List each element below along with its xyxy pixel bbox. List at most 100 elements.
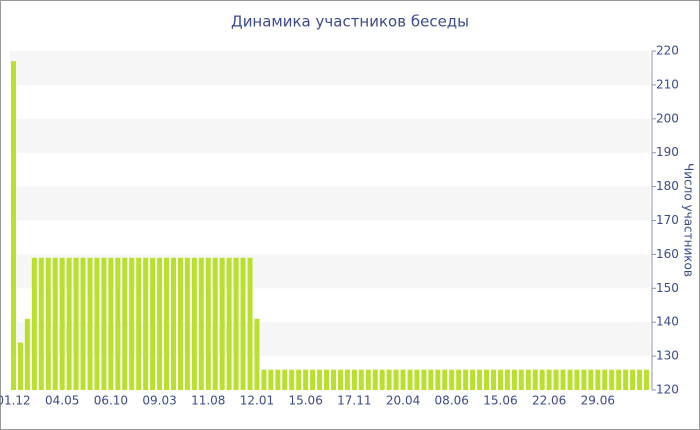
bar [247,257,253,390]
bar [470,369,476,390]
bar [344,369,350,390]
bar [511,369,517,390]
bar [490,369,496,390]
bar [289,369,295,390]
bar [497,369,503,390]
y-tick-label: 150 [656,281,679,295]
bar [435,369,441,390]
bar [428,369,434,390]
bar [87,257,93,390]
bar [609,369,615,390]
bar [574,369,580,390]
bar [136,257,142,390]
bar [45,257,51,390]
bar [254,318,260,390]
bar [52,257,58,390]
bar [546,369,552,390]
bar [31,257,37,390]
bar [421,369,427,390]
y-tick-label: 140 [656,315,679,329]
bar [233,257,239,390]
y-axis-label: Число участников [682,163,696,277]
bar [477,369,483,390]
bar [115,257,121,390]
bar [226,257,232,390]
bar [73,257,79,390]
y-tick-label: 180 [656,179,679,193]
bar [184,257,190,390]
bar [94,257,100,390]
bar [456,369,462,390]
bar [219,257,225,390]
bar [268,369,274,390]
bar [101,257,107,390]
x-tick-label: 22.06 [532,394,566,408]
bar [588,369,594,390]
bar [379,369,385,390]
bar [240,257,246,390]
bar [143,257,149,390]
bar [602,369,608,390]
bar [386,369,392,390]
bar [567,369,573,390]
x-tick-label: 01.12 [0,394,31,408]
bar [581,369,587,390]
bar [553,369,559,390]
bar [623,369,629,390]
bar [205,257,211,390]
x-tick-label: 04.05 [45,394,79,408]
bar [170,257,176,390]
bar [282,369,288,390]
bar [372,369,378,390]
bar [616,369,622,390]
y-tick-label: 190 [656,145,679,159]
bar [164,257,170,390]
bar [637,369,643,390]
bar [330,369,336,390]
bar [150,257,156,390]
bar [191,257,197,390]
grid-band [10,118,650,153]
bar [407,369,413,390]
bar [539,369,545,390]
bar [66,257,72,390]
bar [275,369,281,390]
x-tick-label: 15.06 [483,394,517,408]
bar [24,318,30,390]
bar [630,369,636,390]
grid-band [10,186,650,221]
bar [560,369,566,390]
bar [317,369,323,390]
bar [595,369,601,390]
bar [80,257,86,390]
bar [484,369,490,390]
y-tick-label: 130 [656,349,679,363]
y-tick-label: 120 [656,383,679,397]
bar [157,257,163,390]
bar [400,369,406,390]
y-tick-label: 160 [656,247,679,261]
bar [449,369,455,390]
bar [129,257,135,390]
bar [10,61,16,391]
bar [212,257,218,390]
chart-title: Динамика участников беседы [231,13,469,31]
bar [442,369,448,390]
bar [303,369,309,390]
bar [261,369,267,390]
x-tick-label: 12.01 [240,394,274,408]
bar [414,369,420,390]
y-tick-label: 220 [656,44,679,58]
bar [198,257,204,390]
bar [463,369,469,390]
y-tick-label: 170 [656,213,679,227]
x-tick-label: 11.08 [191,394,225,408]
y-tick-label: 210 [656,77,679,91]
bar [122,257,128,390]
bar [177,257,183,390]
x-tick-label: 17.11 [337,394,371,408]
bar [38,257,44,390]
bar [324,369,330,390]
grid-band [10,51,650,85]
